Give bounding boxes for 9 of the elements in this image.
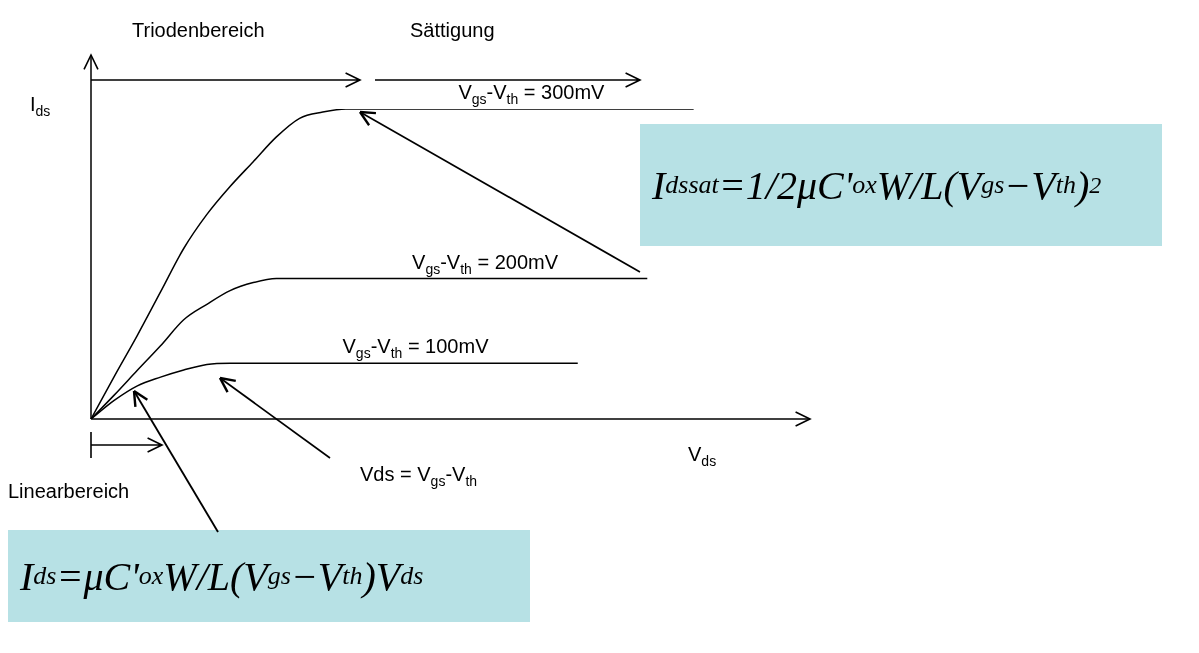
text: Sättigung	[410, 19, 495, 41]
series-label: V$_{gs}$-V$_{th}$ = 100mV	[342, 335, 489, 362]
y-axis-title: I$_{ds}$	[30, 93, 51, 119]
text: Vds = V$_{gs}$-V$_{th}$	[360, 463, 478, 489]
text: Triodenbereich	[132, 19, 265, 41]
text: Linearbereich	[8, 480, 130, 502]
series-label: V$_{gs}$-V$_{th}$ = 200mV	[412, 250, 559, 277]
x-axis-title: V$_{ds}$	[688, 443, 717, 469]
legend-label: V$_{gs}$-V$_{th}$ = 300mV	[458, 81, 605, 107]
